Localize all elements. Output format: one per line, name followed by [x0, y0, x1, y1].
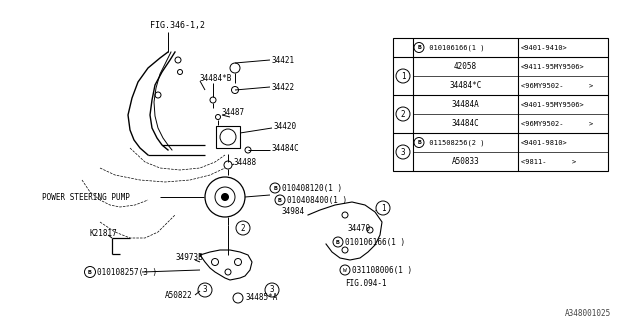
Text: B: B	[417, 140, 421, 145]
Text: <9411-95MY9506>: <9411-95MY9506>	[521, 63, 585, 69]
Text: 34484C: 34484C	[452, 119, 479, 128]
Text: B: B	[88, 269, 92, 275]
Text: <9811-      >: <9811- >	[521, 158, 576, 164]
Text: FIG.346-1,2: FIG.346-1,2	[150, 20, 205, 29]
Text: 34484*B: 34484*B	[200, 74, 232, 83]
Text: B: B	[278, 197, 282, 203]
Text: 010408120(1 ): 010408120(1 )	[282, 183, 342, 193]
Text: 34421: 34421	[271, 55, 294, 65]
Text: W: W	[343, 268, 347, 273]
Text: <96MY9502-      >: <96MY9502- >	[521, 121, 593, 126]
Text: 3: 3	[269, 285, 275, 294]
Text: 34485*A: 34485*A	[245, 293, 277, 302]
Text: 010106166(1 ): 010106166(1 )	[425, 44, 484, 51]
Text: <9401-95MY9506>: <9401-95MY9506>	[521, 101, 585, 108]
Bar	[216, 126, 240, 148]
Text: 34973B: 34973B	[175, 253, 203, 262]
Text: B: B	[273, 186, 277, 190]
Text: A50822: A50822	[165, 292, 193, 300]
Text: <9401-9410>: <9401-9410>	[521, 44, 568, 51]
Text: 011508256(2 ): 011508256(2 )	[425, 139, 484, 146]
Text: K21817: K21817	[90, 228, 118, 237]
Text: 010106166(1 ): 010106166(1 )	[345, 237, 405, 246]
Text: <96MY9502-      >: <96MY9502- >	[521, 83, 593, 89]
Text: 34420: 34420	[273, 122, 296, 131]
Text: B: B	[417, 45, 421, 50]
Text: 34422: 34422	[271, 83, 294, 92]
Text: 2: 2	[241, 223, 245, 233]
Text: 34488: 34488	[234, 157, 257, 166]
Bar	[393, 38, 608, 171]
Text: A50833: A50833	[452, 157, 479, 166]
Text: <9401-9810>: <9401-9810>	[521, 140, 568, 146]
Text: 3: 3	[203, 285, 207, 294]
Text: POWER STEERING PUMP: POWER STEERING PUMP	[42, 193, 130, 202]
Text: 42058: 42058	[454, 62, 477, 71]
Text: 34984: 34984	[282, 206, 305, 215]
Text: 34470: 34470	[348, 223, 371, 233]
Text: 3: 3	[401, 148, 405, 156]
Text: 34484C: 34484C	[271, 143, 299, 153]
Text: 34484A: 34484A	[452, 100, 479, 109]
Circle shape	[221, 194, 228, 201]
Text: 010408400(1 ): 010408400(1 )	[287, 196, 347, 204]
Text: A348001025: A348001025	[565, 308, 611, 317]
Text: B: B	[336, 239, 340, 244]
Text: FIG.094-1: FIG.094-1	[345, 278, 387, 287]
Text: 031108006(1 ): 031108006(1 )	[352, 266, 412, 275]
Text: 1: 1	[381, 204, 385, 212]
Text: 1: 1	[401, 71, 405, 81]
Text: 010108257(3 ): 010108257(3 )	[97, 268, 157, 276]
Text: 34484*C: 34484*C	[449, 81, 482, 90]
Text: 2: 2	[401, 109, 405, 118]
Text: 34487: 34487	[222, 108, 245, 116]
